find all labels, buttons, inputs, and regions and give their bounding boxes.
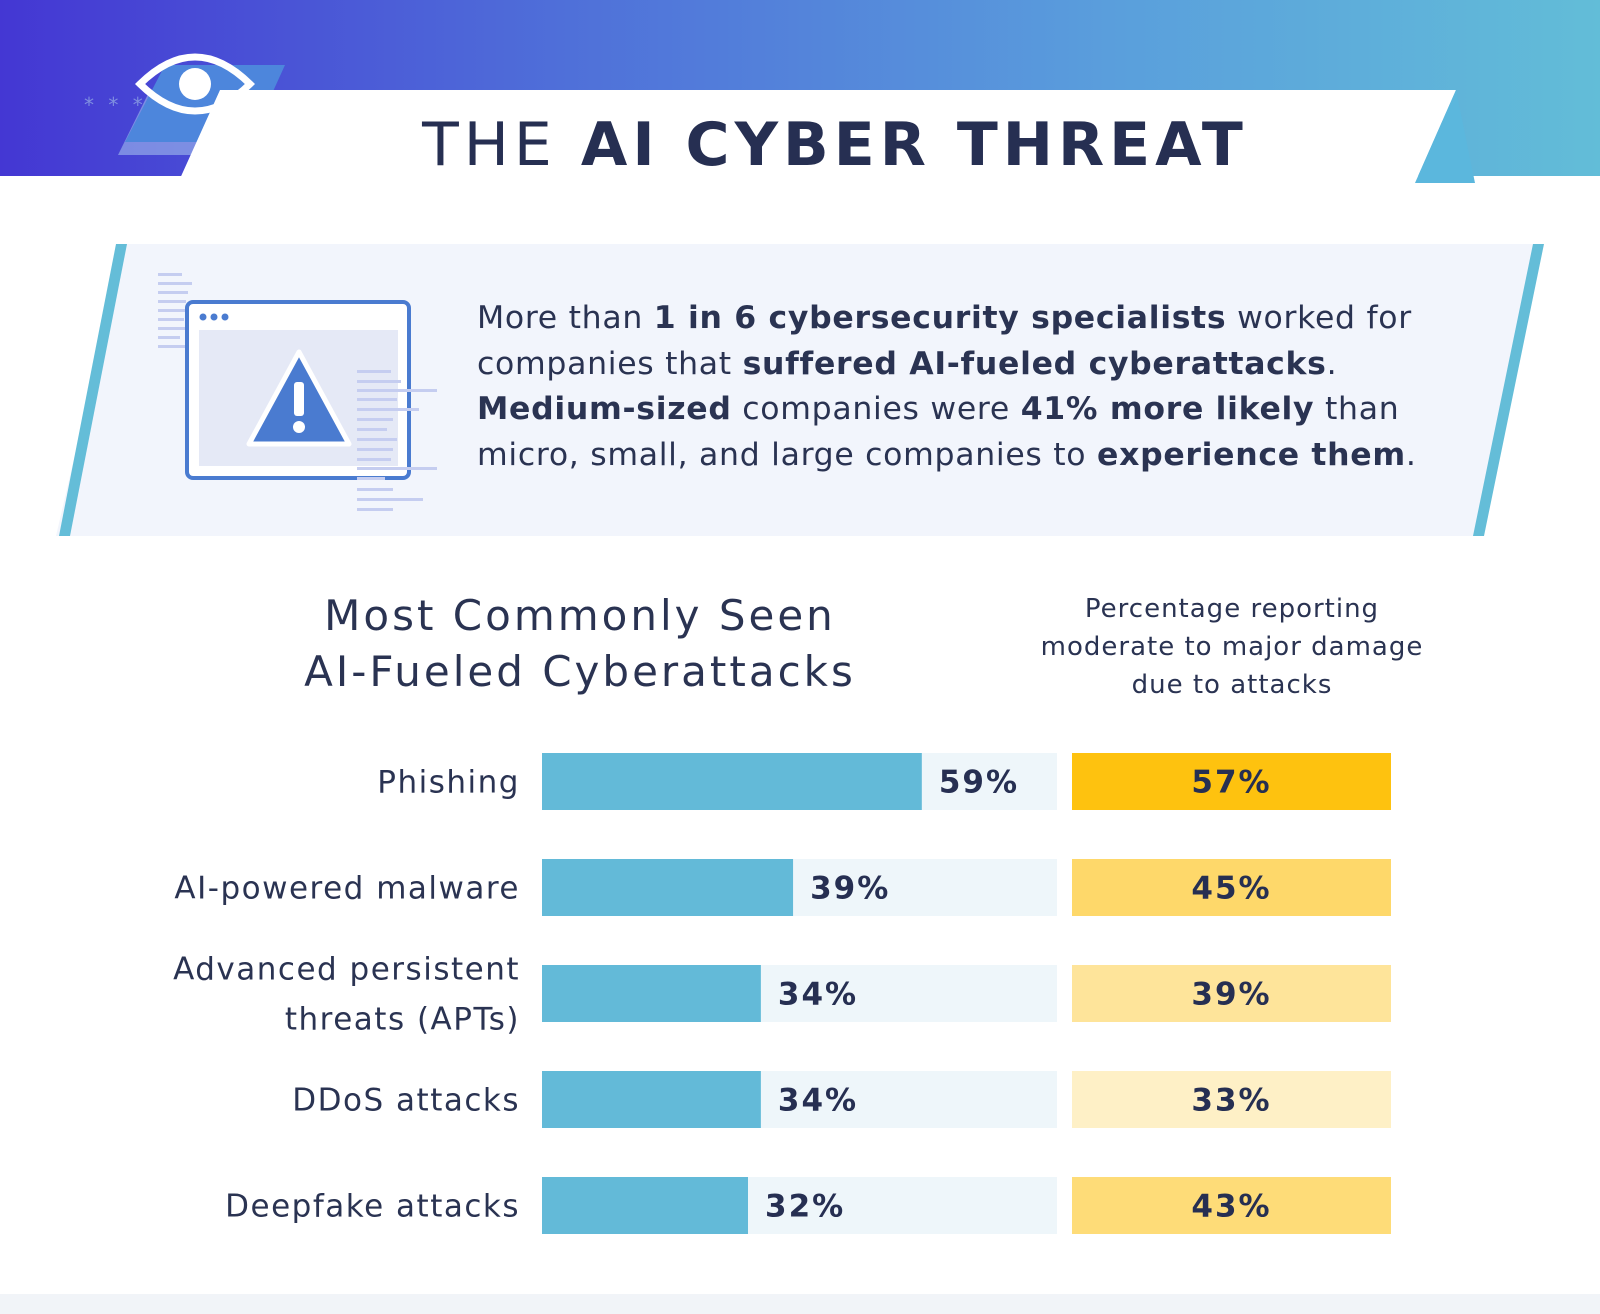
damage-cell <box>1072 1071 1391 1128</box>
callout-segment: . <box>1405 436 1417 473</box>
password-dots-icon: * * * <box>84 93 147 117</box>
title-prefix: THE <box>422 110 557 180</box>
category-label: Advanced persistent <box>173 952 520 988</box>
callout-highlight: experience them <box>1097 436 1406 473</box>
damage-cell <box>1072 753 1391 810</box>
footer-strip <box>0 1294 1600 1314</box>
header-decoration: * * * <box>84 53 1475 183</box>
attacks-bar-chart: Phishing 59% 57% AI-powered malware 39% 45% Ad… <box>173 753 1391 1234</box>
text-lines-decoration-left <box>158 273 192 348</box>
title-band <box>178 90 1456 183</box>
page-title: THE AI CYBER THREAT <box>220 105 1450 185</box>
damage-value-label: 39% <box>1191 977 1271 1013</box>
attack-value-label: 34% <box>778 977 858 1013</box>
eye-icon <box>135 53 255 115</box>
damage-value-label: 57% <box>1191 765 1271 801</box>
callout-left-edge <box>59 244 127 536</box>
attack-value-label: 59% <box>939 765 1019 801</box>
category-label: DDoS attacks <box>292 1083 520 1119</box>
title-emphasis: AI CYBER THREAT <box>580 110 1248 180</box>
callout-segment: More than <box>477 300 654 336</box>
attack-bar <box>542 859 794 916</box>
callout-segment: . <box>1326 345 1338 382</box>
chart-title: Most Commonly Seen AI-Fueled Cyberattack… <box>304 591 856 696</box>
callout-segment: than micro, small, and large companies t… <box>477 391 1400 473</box>
callout-text: More than 1 in 6 cybersecurity specialis… <box>477 296 1427 478</box>
damage-value-label: 45% <box>1191 871 1271 907</box>
category-label: Deepfake attacks <box>225 1189 520 1225</box>
attack-bar <box>542 965 761 1022</box>
callout-highlight: suffered AI-fueled cyberattacks <box>742 345 1327 382</box>
callout-segment: companies were <box>731 391 1021 427</box>
attack-bar <box>542 1177 748 1234</box>
damage-value-label: 43% <box>1191 1189 1271 1225</box>
damage-cell <box>1072 965 1391 1022</box>
callout-background <box>56 244 1542 536</box>
text-lines-decoration-right <box>357 370 437 511</box>
callout-panel <box>56 244 1544 536</box>
callout-right-edge <box>1473 244 1544 536</box>
attack-value-label: 39% <box>810 871 890 907</box>
category-label: Phishing <box>377 765 520 801</box>
callout-highlight: 1 in 6 cybersecurity specialists <box>653 300 1227 336</box>
callout-segment: worked for companies that <box>477 300 1412 382</box>
attack-value-label: 34% <box>778 1083 858 1119</box>
category-label: AI-powered malware <box>174 871 520 907</box>
callout-highlight: 41% more likely <box>1020 391 1315 427</box>
attack-value-label: 32% <box>765 1189 845 1225</box>
attack-bar <box>542 753 922 810</box>
callout-highlight: Medium-sized <box>477 391 732 427</box>
title-band-accent <box>1415 90 1475 183</box>
category-label: threats (APTs) <box>285 1002 520 1038</box>
damage-cell <box>1072 1177 1391 1234</box>
warning-icon <box>246 349 352 447</box>
damage-value-label: 33% <box>1191 1083 1271 1119</box>
attack-bar <box>542 1071 761 1128</box>
alert-window-illustration <box>158 273 437 511</box>
window-dots-icon <box>199 313 229 321</box>
damage-column-title: Percentage reporting moderate to major d… <box>1040 594 1424 700</box>
damage-cell <box>1072 859 1391 916</box>
